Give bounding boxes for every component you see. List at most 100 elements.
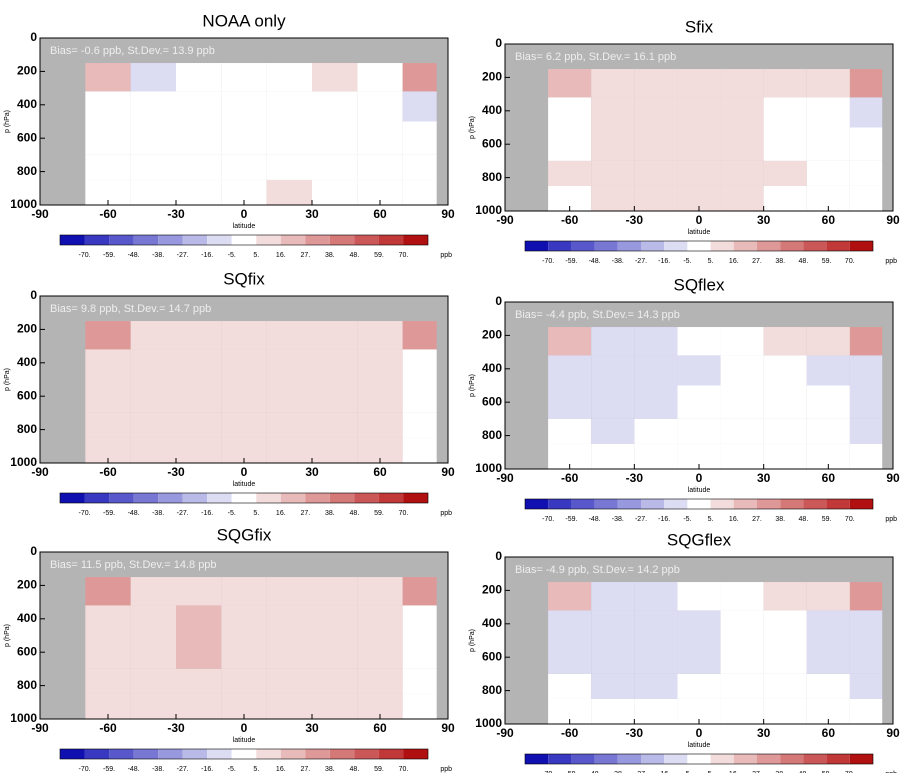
y-tick-label: 0 — [495, 549, 502, 563]
colorbar-tick-label: -5. — [228, 766, 236, 773]
colorbar-swatch — [733, 754, 757, 764]
colorbar-swatch — [757, 241, 781, 251]
x-tick-label: -30 — [626, 471, 644, 485]
colorbar-swatch — [594, 499, 618, 509]
y-tick-label: 1000 — [10, 455, 37, 469]
heatmap-cell — [634, 97, 678, 128]
colorbar-tick-label: 5. — [708, 771, 714, 773]
heatmap-cell — [849, 185, 883, 211]
heatmap-cell — [312, 349, 358, 380]
y-tick-label: 200 — [17, 578, 37, 592]
y-tick-label: 200 — [482, 328, 502, 342]
y-tick-label: 600 — [17, 388, 37, 402]
colorbar-tick-label: -70. — [542, 516, 554, 523]
heatmap-cell — [266, 635, 312, 669]
colorbar-tick-label: 70. — [845, 771, 855, 773]
colorbar-tick-label: -48. — [589, 771, 601, 773]
y-tick-label: 800 — [482, 170, 502, 184]
heatmap-cell — [548, 327, 592, 356]
heatmap-cell — [402, 693, 437, 719]
y-tick-label: 1000 — [475, 461, 502, 475]
heatmap-cell — [221, 91, 267, 122]
heatmap-cell — [806, 127, 850, 161]
heatmap-cell — [402, 91, 437, 122]
colorbar-tick-label: 70. — [399, 766, 409, 773]
colorbar-tick-label: 38. — [775, 258, 785, 265]
heatmap-cell — [591, 127, 635, 161]
y-tick-label: 1000 — [475, 203, 502, 217]
heatmap-cell — [677, 673, 721, 699]
colorbar-swatch — [329, 235, 355, 245]
heatmap-cell — [806, 97, 850, 128]
heatmap-cell — [763, 185, 807, 211]
colorbar-swatch — [280, 749, 306, 759]
heatmap-cell — [591, 582, 635, 611]
heatmap-cell — [806, 673, 850, 699]
x-tick-label: 90 — [886, 471, 900, 485]
heatmap-cell — [720, 582, 764, 611]
heatmap-cell — [677, 418, 721, 444]
colorbar-tick-label: -59. — [565, 771, 577, 773]
colorbar-swatch — [231, 235, 257, 245]
heatmap-cell — [312, 668, 358, 694]
y-tick-label: 400 — [17, 355, 37, 369]
heatmap-cell — [720, 327, 764, 356]
heatmap-cell — [402, 577, 437, 606]
heatmap-cell — [312, 635, 358, 669]
colorbar-unit: ppb — [885, 516, 897, 523]
colorbar-swatch — [780, 241, 804, 251]
heatmap-cell — [763, 355, 807, 386]
heatmap-cell — [402, 321, 437, 350]
colorbar-unit: ppb — [885, 258, 897, 265]
heatmap-cell — [130, 121, 176, 155]
colorbar-swatch — [525, 241, 549, 251]
colorbar-unit: ppb — [885, 771, 897, 773]
colorbar-swatch — [617, 241, 641, 251]
heatmap-cell — [130, 321, 176, 350]
heatmap-cell — [634, 327, 678, 356]
y-tick-label: 200 — [17, 322, 37, 336]
colorbar-tick-label: -48. — [589, 258, 601, 265]
x-tick-label: 60 — [822, 213, 836, 227]
colorbar-tick-label: 27. — [752, 516, 762, 523]
colorbar-tick-label: 70. — [399, 252, 409, 259]
colorbar-frame — [524, 498, 874, 510]
heatmap-cell — [266, 577, 312, 606]
colorbar-tick-label: -38. — [612, 771, 624, 773]
colorbar-swatch — [329, 493, 355, 503]
heatmap-cell — [720, 69, 764, 98]
colorbar-tick-label: -59. — [565, 258, 577, 265]
colorbar-swatch — [780, 499, 804, 509]
colorbar-swatch — [207, 493, 232, 503]
heatmap-cell — [806, 610, 850, 641]
x-tick-label: -60 — [561, 726, 579, 740]
heatmap-cell — [266, 91, 312, 122]
heatmap-cell — [591, 355, 635, 386]
heatmap-cell — [266, 605, 312, 636]
heatmap-cell — [221, 154, 267, 180]
heatmap-cell — [176, 412, 222, 438]
heatmap-cell — [266, 179, 312, 205]
colorbar-tick-label: -16. — [201, 252, 213, 259]
colorbar-swatch — [525, 754, 549, 764]
heatmap-cell — [402, 349, 437, 380]
heatmap-cell — [591, 185, 635, 211]
x-tick-label: -30 — [167, 207, 185, 221]
y-axis-label: p (hPa) — [469, 374, 476, 397]
x-axis-label: latitude — [688, 487, 711, 494]
heatmap-cell — [85, 577, 131, 606]
colorbar-swatch — [182, 235, 208, 245]
heatmap-cell — [130, 379, 176, 413]
y-tick-label: 800 — [17, 678, 37, 692]
heatmap-cell — [221, 412, 267, 438]
colorbar-swatch — [617, 754, 641, 764]
colorbar-swatch — [548, 754, 572, 764]
colorbar-swatch — [757, 754, 781, 764]
y-axis-label: p (hPa) — [4, 110, 11, 133]
colorbar-swatch — [594, 241, 618, 251]
colorbar-frame — [59, 234, 429, 246]
y-tick-label: 600 — [17, 644, 37, 658]
colorbar-swatch — [133, 493, 159, 503]
colorbar-swatch — [158, 749, 183, 759]
x-tick-label: 90 — [441, 207, 455, 221]
